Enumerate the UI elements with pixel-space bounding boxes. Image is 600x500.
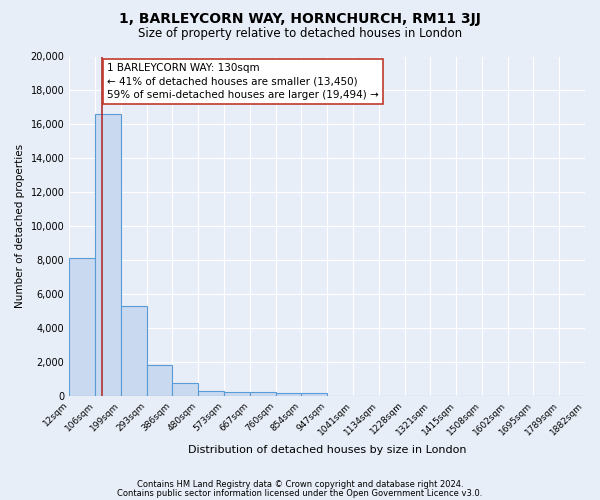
Bar — [147, 365, 172, 396]
Bar — [121, 306, 147, 396]
Bar — [250, 392, 275, 396]
Bar — [301, 393, 327, 396]
Bar — [199, 390, 224, 396]
Bar — [275, 393, 301, 396]
Text: Contains HM Land Registry data © Crown copyright and database right 2024.: Contains HM Land Registry data © Crown c… — [137, 480, 463, 489]
Text: 1 BARLEYCORN WAY: 130sqm
← 41% of detached houses are smaller (13,450)
59% of se: 1 BARLEYCORN WAY: 130sqm ← 41% of detach… — [107, 64, 379, 100]
Bar — [95, 114, 121, 396]
Bar — [69, 258, 95, 396]
Bar — [224, 392, 250, 396]
Text: 1, BARLEYCORN WAY, HORNCHURCH, RM11 3JJ: 1, BARLEYCORN WAY, HORNCHURCH, RM11 3JJ — [119, 12, 481, 26]
Text: Size of property relative to detached houses in London: Size of property relative to detached ho… — [138, 28, 462, 40]
Bar — [172, 383, 199, 396]
Y-axis label: Number of detached properties: Number of detached properties — [15, 144, 25, 308]
Text: Contains public sector information licensed under the Open Government Licence v3: Contains public sector information licen… — [118, 488, 482, 498]
X-axis label: Distribution of detached houses by size in London: Distribution of detached houses by size … — [188, 445, 466, 455]
